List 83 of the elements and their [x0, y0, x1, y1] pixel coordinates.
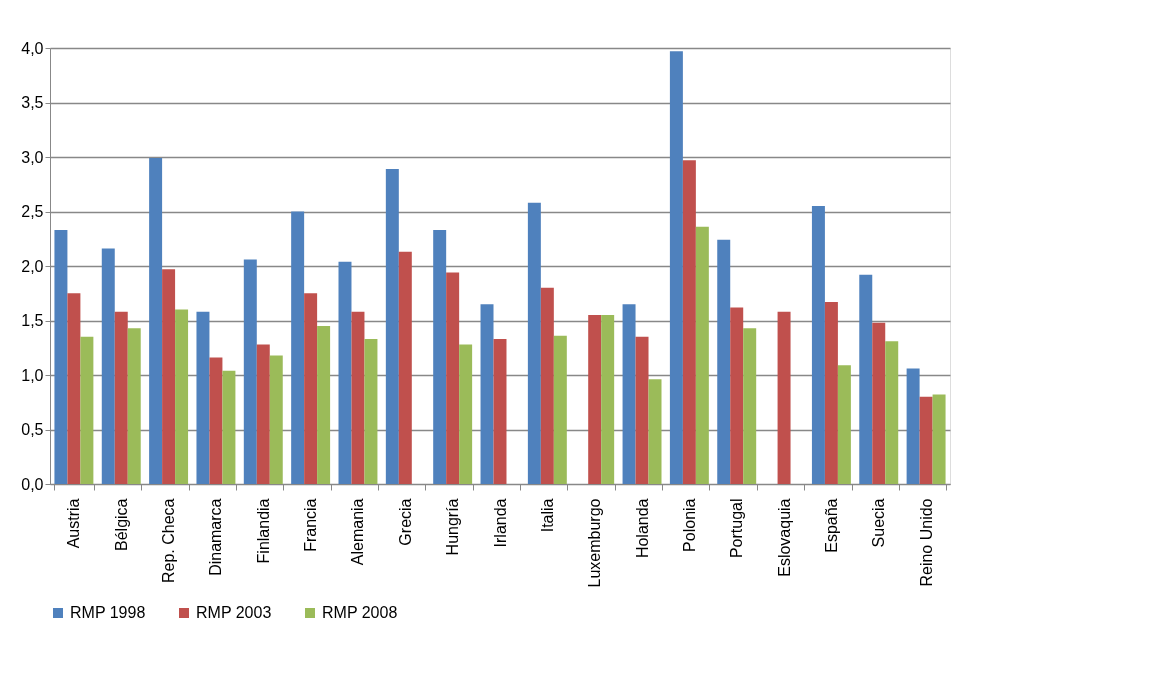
x-tick-label: España: [822, 498, 840, 553]
bar: [351, 311, 365, 484]
bar: [919, 396, 933, 484]
bar: [906, 368, 920, 484]
bar: [635, 336, 649, 484]
bar: [222, 370, 236, 484]
x-tick-label: Austria: [65, 498, 83, 549]
bar: [824, 301, 838, 484]
x-tick-label: Polonia: [680, 498, 698, 552]
y-tick-label: 1,0: [21, 366, 44, 384]
x-tick-label: Reino Unido: [917, 498, 935, 587]
bar: [398, 251, 412, 484]
x-tick-label: Portugal: [728, 498, 746, 559]
bar: [682, 160, 696, 484]
bar: [80, 336, 94, 484]
bar: [433, 230, 447, 484]
bar: [837, 365, 851, 484]
bar: [175, 309, 189, 484]
x-tick-label: Francia: [302, 498, 320, 552]
bar: [601, 315, 615, 484]
bar: [743, 328, 757, 484]
bar: [480, 304, 494, 484]
x-tick-label: Dinamarca: [207, 498, 225, 576]
y-tick-label: 0,5: [21, 421, 44, 438]
bar: [730, 307, 744, 484]
bar: [256, 344, 270, 484]
bar: [540, 287, 554, 484]
legend-label: RMP 2003: [196, 604, 272, 621]
x-tick-label: Grecia: [396, 498, 414, 546]
y-tick-label: 3,5: [21, 94, 44, 111]
bar: [243, 259, 257, 484]
bar: [648, 379, 662, 484]
x-tick-label: Alemania: [349, 498, 367, 566]
x-tick-label: Italia: [538, 498, 556, 533]
bar: [149, 158, 163, 484]
bar: [493, 339, 507, 484]
bar: [209, 357, 223, 484]
bar: [291, 211, 305, 484]
bar: [114, 311, 128, 484]
x-tick-label: Hungría: [444, 498, 462, 556]
bar: [196, 311, 210, 484]
bar: [127, 328, 141, 484]
y-tick-label: 4,0: [21, 39, 44, 57]
y-tick-label: 2,0: [21, 257, 44, 275]
y-tick-label: 0,0: [21, 475, 44, 493]
x-tick-label: Luxemburgo: [586, 498, 604, 588]
bar: [553, 335, 567, 484]
bar: [304, 293, 318, 484]
x-tick-label: Bélgica: [112, 498, 130, 551]
bar: [695, 226, 709, 484]
bar: [459, 344, 473, 484]
bar: [317, 325, 331, 484]
bar: [588, 315, 602, 484]
bar: [269, 355, 283, 484]
bar: [101, 248, 115, 484]
legend-label: RMP 1998: [70, 604, 146, 621]
x-tick-label: Finlandia: [254, 498, 272, 564]
x-tick-label: Eslovaquia: [775, 498, 793, 577]
bar: [885, 341, 899, 484]
y-tick-label: 1,5: [21, 312, 44, 329]
bar: [872, 322, 886, 484]
bar: [932, 394, 946, 484]
x-tick-label: Rep. Checa: [160, 498, 178, 583]
bar: [669, 51, 683, 484]
x-tick-label: Holanda: [633, 498, 651, 559]
bar: [717, 239, 731, 484]
bar: [527, 202, 541, 484]
bar: [622, 304, 636, 484]
bar: [446, 272, 460, 484]
bar: [777, 311, 791, 484]
bar: [811, 206, 825, 484]
y-tick-label: 2,5: [21, 203, 44, 220]
bar: [338, 261, 352, 484]
bar: [67, 293, 81, 484]
bar: [162, 269, 176, 484]
bar: [385, 168, 399, 484]
y-tick-label: 3,0: [21, 148, 44, 166]
x-tick-label: Suecia: [870, 498, 888, 548]
legend-label: RMP 2008: [322, 604, 398, 621]
bar: [364, 339, 378, 484]
bar: [54, 230, 68, 484]
x-tick-label: Irlanda: [491, 498, 509, 548]
bar: [859, 274, 873, 484]
